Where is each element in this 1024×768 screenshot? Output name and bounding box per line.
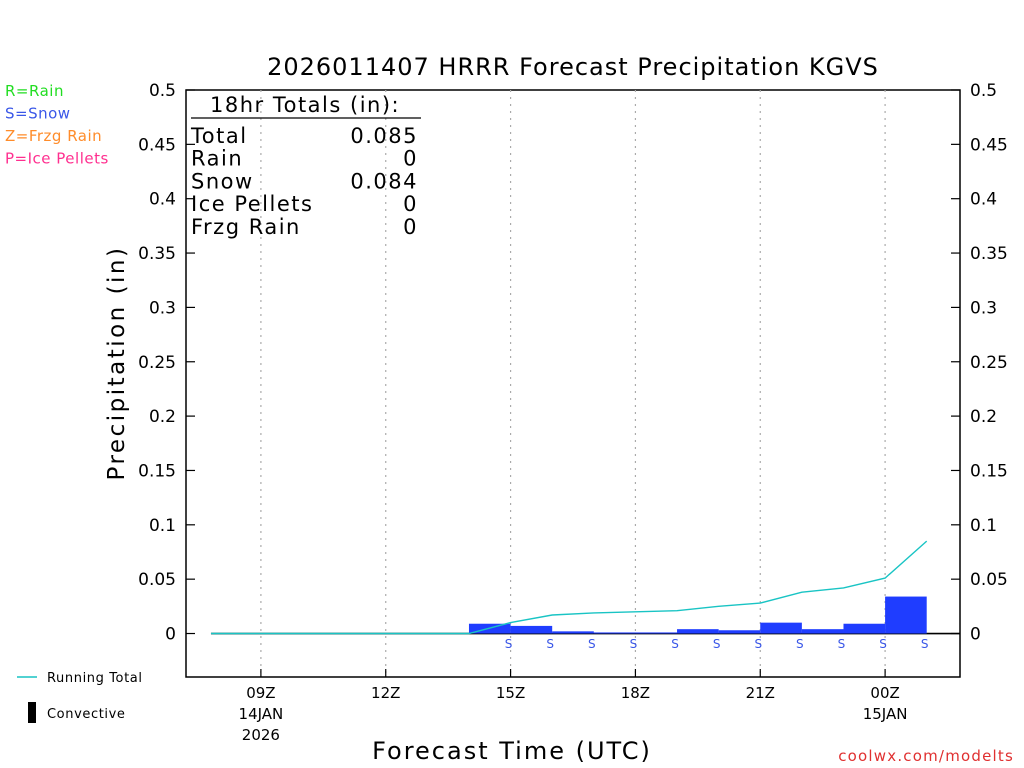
y-tick-label-right: 0.3 — [970, 298, 997, 318]
y-tick-label-left: 0.05 — [138, 570, 176, 590]
convective-legend-label: Convective — [47, 707, 126, 722]
y-tick-label-left: 0.3 — [149, 298, 176, 318]
x-tick-date: 15JAN — [863, 705, 908, 723]
totals-row-label: Frzg Rain — [191, 215, 301, 239]
x-tick-label: 00Z — [870, 684, 899, 702]
plot-frame — [185, 89, 961, 678]
running-total-line — [211, 540, 928, 635]
ptype-marker: S — [754, 637, 762, 651]
x-tick-label: 15Z — [496, 684, 525, 702]
totals-row-label: Snow — [191, 169, 254, 193]
x-tick-label: 12Z — [371, 684, 400, 702]
ptype-marker: S — [879, 637, 887, 651]
totals-row-value: 0 — [403, 147, 418, 171]
ptype-marker: S — [796, 637, 804, 651]
totals-heading: 18hr Totals (in): — [210, 93, 400, 117]
running-total-legend-label: Running Total — [47, 671, 143, 686]
series-legend: Running Total Convective — [17, 671, 143, 723]
y-tick-label-right: 0.5 — [970, 81, 997, 101]
y-tick-label-left: 0.35 — [138, 244, 176, 264]
x-tick-label: 09Z — [246, 684, 275, 702]
y-tick-label-right: 0 — [970, 625, 981, 645]
y-tick-label-right: 0.4 — [970, 190, 997, 210]
ptype-marker: S — [546, 637, 554, 651]
y-tick-label-left: 0.4 — [149, 190, 176, 210]
ptype-legend-item: R=Rain — [5, 82, 64, 100]
ptype-marker: S — [713, 637, 721, 651]
precip-bar — [760, 622, 802, 634]
y-tick-label-left: 0.1 — [149, 516, 176, 536]
ptype-marker: S — [505, 637, 513, 651]
precip-bar — [510, 625, 553, 634]
x-tick-date: 14JAN — [239, 705, 284, 723]
x-tick-label: 21Z — [746, 684, 775, 702]
watermark: coolwx.com/modelts — [838, 747, 1014, 765]
chart-title: 2026011407 HRRR Forecast Precipitation K… — [267, 53, 879, 81]
y-tick-label-right: 0.25 — [970, 353, 1008, 373]
ptype-legend-item: P=Ice Pellets — [5, 150, 109, 168]
x-tick-label: 18Z — [621, 684, 650, 702]
y-tick-label-right: 0.35 — [970, 244, 1008, 264]
totals-row-label: Rain — [191, 147, 243, 171]
totals-row-value: 0 — [403, 215, 418, 239]
precip-bar — [718, 630, 761, 634]
totals-row-value: 0.085 — [350, 124, 418, 148]
y-tick-label-left: 0.2 — [149, 407, 176, 427]
y-tick-label-right: 0.1 — [970, 516, 997, 536]
precip-bar — [677, 629, 719, 634]
y-tick-label-left: 0.15 — [138, 461, 176, 481]
precip-bar — [635, 632, 678, 634]
precip-bar — [552, 631, 594, 634]
ptype-marker: S — [921, 637, 929, 651]
ptype-marker: S — [838, 637, 846, 651]
totals-row-value: 0.084 — [350, 169, 418, 193]
x-axis-label: Forecast Time (UTC) — [372, 737, 652, 765]
running-total-line-group — [211, 540, 928, 635]
ptype-legend-item: S=Snow — [5, 105, 71, 123]
totals-row-value: 0 — [403, 192, 418, 216]
ptype-marker: S — [671, 637, 679, 651]
y-tick-label-left: 0.5 — [149, 81, 176, 101]
y-axis-label: Precipitation (in) — [104, 246, 130, 481]
convective-legend-swatch — [28, 702, 36, 723]
y-tick-label-left: 0.45 — [138, 135, 176, 155]
y-axis-ticks: 0 00.05 0.050.1 0.10.15 0.150.2 0.20.25 0.250.… — [138, 81, 1008, 645]
ptype-marker: S — [630, 637, 638, 651]
x-tick-year: 2026 — [242, 726, 280, 744]
y-tick-label-left: 0 — [165, 625, 176, 645]
y-tick-label-right: 0.45 — [970, 135, 1008, 155]
x-axis-ticks: 09Z 14JAN 2026 12Z 15Z 18Z 21Z 00Z 15JAN — [239, 669, 908, 744]
precip-bar — [801, 629, 844, 634]
totals-box: 18hr Totals (in): Total 0.085 Rain 0 Snow 0.0… — [190, 93, 421, 239]
y-tick-label-right: 0.2 — [970, 407, 997, 427]
ptype-legend-item: Z=Frzg Rain — [5, 127, 102, 145]
ptype-legend: R=Rain S=Snow Z=Frzg Rain P=Ice Pellets — [5, 82, 109, 168]
y-tick-label-left: 0.25 — [138, 353, 176, 373]
precip-bar — [843, 623, 886, 634]
ptype-marker: S — [588, 637, 596, 651]
totals-row-label: Total — [190, 124, 248, 148]
y-tick-label-right: 0.05 — [970, 570, 1008, 590]
totals-row-label: Ice Pellets — [191, 192, 313, 216]
precip-bar — [885, 596, 927, 634]
y-tick-label-right: 0.15 — [970, 461, 1008, 481]
precip-bars — [210, 596, 960, 635]
precip-bar — [593, 632, 636, 634]
